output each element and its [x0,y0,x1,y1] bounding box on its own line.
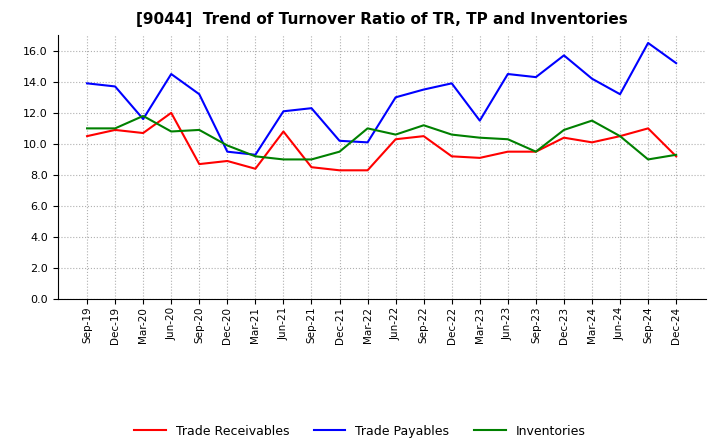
Trade Payables [475,118,484,123]
Trade Payables [503,71,512,77]
Inventories [336,149,344,154]
Trade Payables [336,138,344,143]
Inventories [364,126,372,131]
Trade Payables [223,149,232,154]
Inventories [167,129,176,134]
Trade Receivables [111,127,120,132]
Inventories [503,136,512,142]
Trade Receivables [83,133,91,139]
Trade Receivables [644,126,652,131]
Trade Payables [672,61,680,66]
Inventories [195,127,204,132]
Trade Receivables [391,136,400,142]
Trade Receivables [588,140,596,145]
Inventories [83,126,91,131]
Trade Receivables [419,133,428,139]
Trade Receivables [307,165,316,170]
Line: Inventories: Inventories [87,116,676,159]
Inventories [223,143,232,148]
Trade Payables [644,40,652,46]
Trade Payables [616,92,624,97]
Trade Receivables [531,149,540,154]
Line: Trade Payables: Trade Payables [87,43,676,155]
Trade Payables [251,152,260,158]
Trade Payables [364,140,372,145]
Inventories [616,133,624,139]
Trade Payables [419,87,428,92]
Inventories [672,152,680,158]
Trade Receivables [279,129,288,134]
Title: [9044]  Trend of Turnover Ratio of TR, TP and Inventories: [9044] Trend of Turnover Ratio of TR, TP… [136,12,627,27]
Trade Payables [447,81,456,86]
Trade Payables [139,117,148,122]
Trade Payables [167,71,176,77]
Trade Payables [559,53,568,58]
Inventories [111,126,120,131]
Trade Receivables [672,154,680,159]
Trade Payables [588,76,596,81]
Trade Payables [195,92,204,97]
Trade Receivables [223,158,232,164]
Trade Payables [83,81,91,86]
Trade Receivables [447,154,456,159]
Trade Receivables [475,155,484,161]
Line: Trade Receivables: Trade Receivables [87,113,676,170]
Trade Payables [391,95,400,100]
Inventories [419,123,428,128]
Inventories [447,132,456,137]
Trade Receivables [559,135,568,140]
Trade Receivables [251,166,260,172]
Trade Payables [279,109,288,114]
Trade Payables [531,74,540,80]
Trade Receivables [503,149,512,154]
Trade Receivables [167,110,176,115]
Trade Payables [307,106,316,111]
Inventories [139,114,148,119]
Inventories [644,157,652,162]
Inventories [559,127,568,132]
Inventories [531,149,540,154]
Inventories [391,132,400,137]
Trade Receivables [616,133,624,139]
Inventories [588,118,596,123]
Trade Receivables [139,130,148,136]
Trade Payables [111,84,120,89]
Trade Receivables [195,161,204,167]
Inventories [251,154,260,159]
Inventories [279,157,288,162]
Trade Receivables [336,168,344,173]
Inventories [475,135,484,140]
Inventories [307,157,316,162]
Trade Receivables [364,168,372,173]
Legend: Trade Receivables, Trade Payables, Inventories: Trade Receivables, Trade Payables, Inven… [130,420,590,440]
